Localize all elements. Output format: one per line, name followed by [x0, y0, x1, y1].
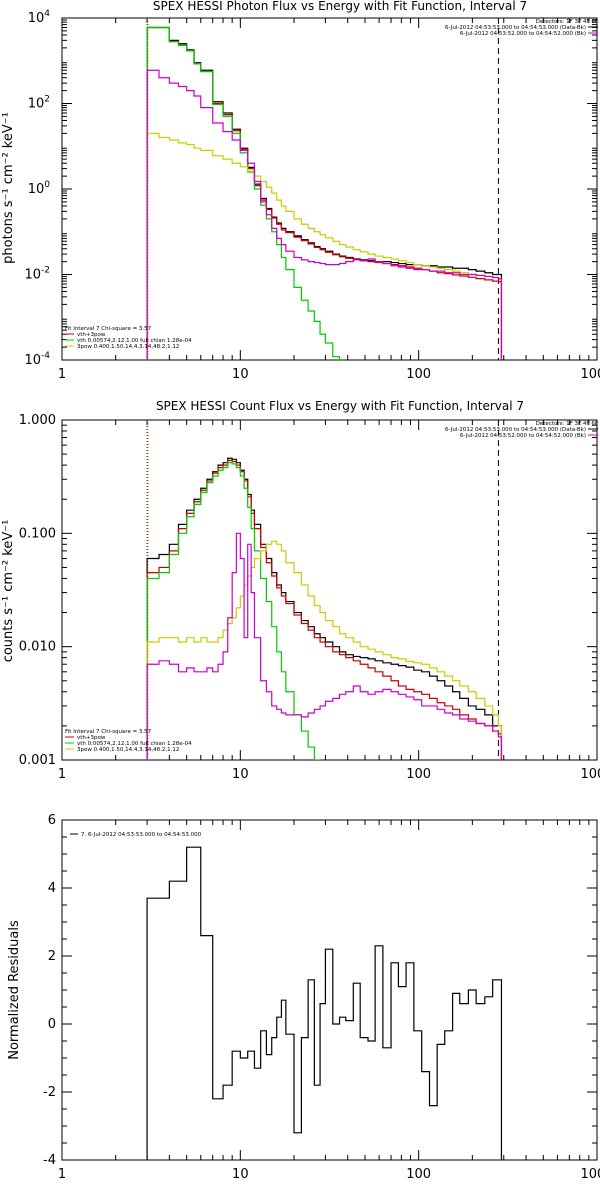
x-tick-label: 10: [232, 1167, 249, 1182]
legend-entry: vth 0.00574,2.12,1.00 full chian 1.28e-0…: [77, 338, 192, 344]
series-line: [146, 462, 324, 760]
legend-entry: 6-Jul-2012 04:53:53.000 to 04:54:53.000 …: [445, 427, 586, 433]
x-tick-label: 10: [232, 367, 249, 382]
series-line: [146, 26, 503, 360]
legend-entry: 3pow 0.400,1.50,14.4,3.14,48.2,1.12: [77, 747, 179, 753]
y-tick-label: 104: [28, 9, 51, 26]
legend-header: Detectors: 1F 3F 4F 6F: [536, 19, 598, 25]
y-axis-label: photons s⁻¹ cm⁻² keV⁻¹: [1, 112, 16, 264]
series-group: [146, 26, 503, 360]
series-line: [146, 26, 503, 360]
y-tick-label: 1.000: [19, 413, 56, 428]
legend-entry: vth+3pow: [77, 332, 106, 338]
x-tick-label: 100: [406, 767, 431, 782]
series-group: [146, 846, 503, 1160]
legend-entry: vth+3pow: [77, 735, 106, 741]
plot-frame: [61, 819, 598, 1161]
y-tick-label: 100: [28, 180, 51, 197]
y-axis-label: counts s⁻¹ cm⁻² keV⁻¹: [1, 520, 16, 663]
series-line: [146, 26, 350, 360]
x-tick-label: 1: [58, 1167, 66, 1182]
series-line: [146, 532, 503, 760]
y-tick-label: 0.010: [19, 640, 56, 655]
y-tick-label: 102: [28, 95, 50, 112]
legend-entry: 6-Jul-2012 04:53:52.000 to 04:54:52.000 …: [460, 433, 586, 439]
y-tick-label: 10-4: [24, 351, 50, 368]
y-tick-label: 0.100: [19, 526, 56, 541]
series-line: [146, 459, 503, 760]
legend-entry: 6-Jul-2012 04:53:52.000 to 04:54:52.000 …: [460, 31, 586, 37]
legend-entry: 3pow 0.400,1.50,14.4,3.14,48.2,1.12: [77, 344, 179, 350]
x-tick-label: 100: [406, 1167, 431, 1182]
y-tick-label: 6: [48, 813, 56, 828]
x-tick-label: 100: [406, 367, 431, 382]
y-axis-label: Normalized Residuals: [7, 920, 22, 1060]
legend-header: Detectors: 1F 3F 4F 6F: [536, 421, 598, 427]
legend-header: Fit Interval 7 Chi-square = 3.57: [65, 326, 152, 332]
x-tick-label: 10: [232, 767, 249, 782]
y-tick-label: -2: [43, 1085, 56, 1100]
y-tick-label: 2: [48, 949, 56, 964]
y-tick-label: 10-2: [24, 266, 50, 283]
legend-entry: vth 0.00574,2.12,1.00 full chian 1.28e-0…: [77, 741, 192, 747]
chart-title: SPEX HESSI Count Flux vs Energy with Fit…: [156, 399, 524, 413]
chart-title: SPEX HESSI Photon Flux vs Energy with Fi…: [153, 0, 527, 13]
y-tick-label: -4: [43, 1153, 56, 1168]
series-line: [146, 69, 503, 360]
plot-frame: [61, 17, 598, 361]
y-tick-label: 0.001: [19, 753, 56, 768]
plot-frame: [61, 419, 598, 761]
legend-entry: 7. 6-Jul-2012 04:53:53.000 to 04:54:53.0…: [81, 832, 202, 838]
x-tick-label: 1: [58, 767, 66, 782]
series-line: [146, 132, 503, 360]
series-line: [146, 540, 503, 760]
y-tick-label: 0: [48, 1017, 56, 1032]
x-tick-label: 1: [58, 367, 66, 382]
legend-entry: 6-Jul-2012 04:53:53.000 to 04:54:53.000 …: [445, 25, 586, 31]
series-group: [146, 457, 503, 760]
series-line: [146, 846, 503, 1160]
y-tick-label: 4: [48, 881, 56, 896]
legend-header: Fit Interval 7 Chi-square = 3.57: [65, 729, 152, 735]
